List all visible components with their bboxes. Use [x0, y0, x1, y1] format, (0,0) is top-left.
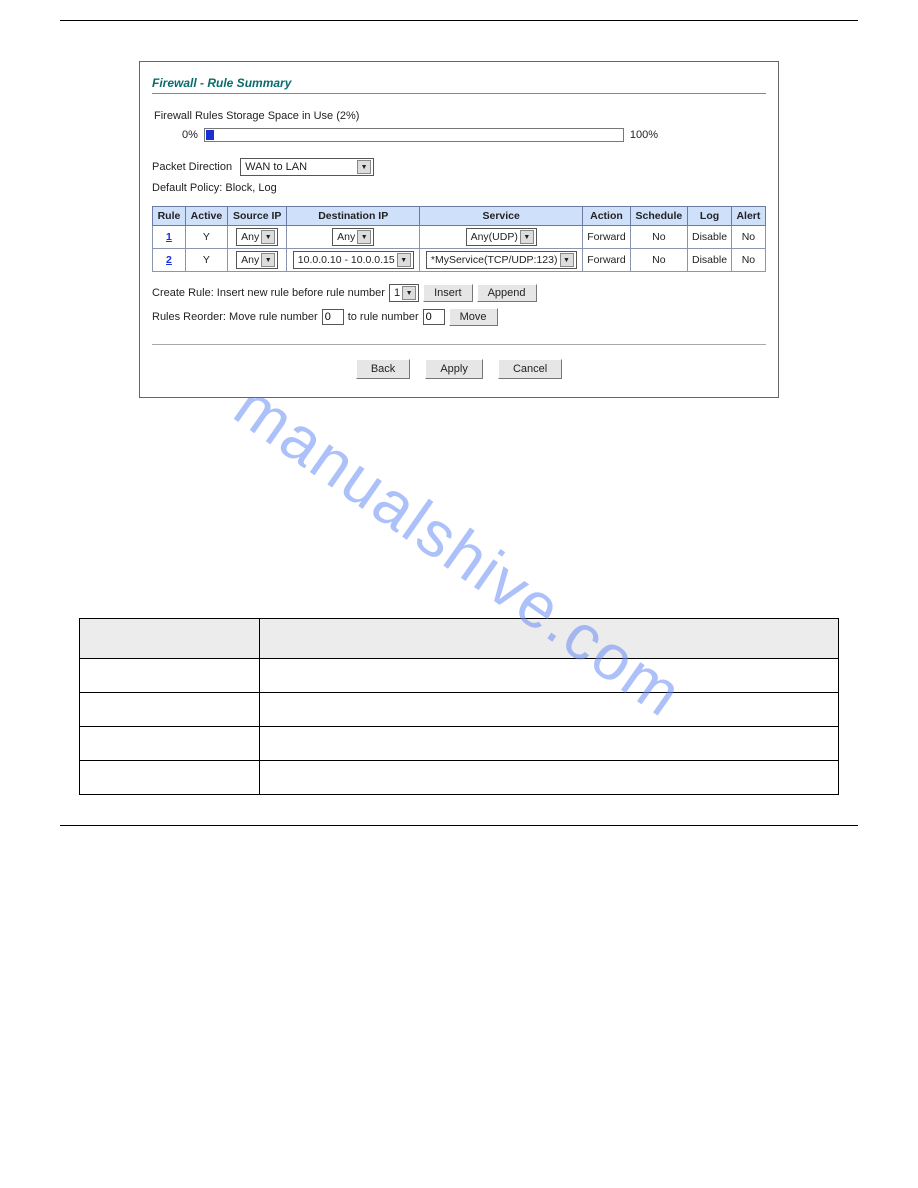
dest-ip-value: Any	[337, 231, 355, 243]
table-row: 1 Y Any ▼ Any ▼ Any(UDP)	[153, 226, 766, 249]
cell-schedule: No	[630, 249, 688, 272]
source-ip-value: Any	[241, 231, 259, 243]
th-action: Action	[583, 207, 630, 226]
th-alert: Alert	[731, 207, 765, 226]
storage-progress-bar	[204, 128, 624, 142]
source-ip-select[interactable]: Any ▼	[236, 228, 278, 246]
append-button[interactable]: Append	[477, 284, 537, 302]
cell-schedule: No	[630, 226, 688, 249]
table-row	[80, 761, 839, 795]
footer-buttons: Back Apply Cancel	[152, 344, 766, 379]
cell-active: Y	[185, 249, 227, 272]
storage-progress-fill	[206, 130, 214, 140]
rule-link[interactable]: 1	[166, 231, 172, 243]
cell-action: Forward	[583, 249, 630, 272]
cell-alert: No	[731, 249, 765, 272]
firewall-panel: Firewall - Rule Summary Firewall Rules S…	[139, 61, 779, 398]
chevron-down-icon: ▼	[520, 230, 534, 244]
source-ip-select[interactable]: Any ▼	[236, 251, 278, 269]
th-active: Active	[185, 207, 227, 226]
rules-table: Rule Active Source IP Destination IP Ser…	[152, 206, 766, 272]
chevron-down-icon: ▼	[560, 253, 574, 267]
reorder-label-mid: to rule number	[348, 311, 419, 323]
table-row	[80, 659, 839, 693]
table-row: 2 Y Any ▼ 10.0.0.10 - 10.0.0.15 ▼	[153, 249, 766, 272]
service-select[interactable]: Any(UDP) ▼	[466, 228, 537, 246]
packet-direction-row: Packet Direction WAN to LAN ▼	[152, 158, 766, 176]
service-value: *MyService(TCP/UDP:123)	[431, 254, 558, 266]
cell-alert: No	[731, 226, 765, 249]
progress-left-label: 0%	[182, 129, 198, 141]
chevron-down-icon: ▼	[357, 230, 371, 244]
rule-number-value: 1	[394, 287, 400, 299]
service-value: Any(UDP)	[471, 231, 518, 243]
panel-title: Firewall - Rule Summary	[152, 76, 766, 94]
apply-button[interactable]: Apply	[425, 359, 483, 379]
dest-ip-select[interactable]: 10.0.0.10 - 10.0.0.15 ▼	[293, 251, 414, 269]
cell-active: Y	[185, 226, 227, 249]
chevron-down-icon: ▼	[261, 230, 275, 244]
packet-direction-select[interactable]: WAN to LAN ▼	[240, 158, 374, 176]
create-rule-label: Create Rule: Insert new rule before rule…	[152, 287, 385, 299]
th-schedule: Schedule	[630, 207, 688, 226]
th-rule: Rule	[153, 207, 186, 226]
th-source: Source IP	[227, 207, 287, 226]
move-button[interactable]: Move	[449, 308, 498, 326]
cell-action: Forward	[583, 226, 630, 249]
source-ip-value: Any	[241, 254, 259, 266]
packet-direction-value: WAN to LAN	[245, 161, 355, 173]
packet-direction-label: Packet Direction	[152, 161, 232, 173]
lower-th-1	[80, 619, 260, 659]
storage-progress-row: 0% 100%	[182, 128, 766, 142]
default-policy: Default Policy: Block, Log	[152, 182, 766, 194]
cell-log: Disable	[688, 249, 732, 272]
dest-ip-value: 10.0.0.10 - 10.0.0.15	[298, 254, 395, 266]
rule-number-select[interactable]: 1 ▼	[389, 284, 419, 302]
table-row	[80, 727, 839, 761]
reorder-to-input[interactable]	[423, 309, 445, 325]
table-row	[80, 693, 839, 727]
lower-th-2	[260, 619, 839, 659]
page-bottom-rule	[60, 825, 858, 826]
lower-empty-table	[79, 618, 839, 795]
progress-right-label: 100%	[630, 129, 658, 141]
th-log: Log	[688, 207, 732, 226]
service-select[interactable]: *MyService(TCP/UDP:123) ▼	[426, 251, 577, 269]
cancel-button[interactable]: Cancel	[498, 359, 562, 379]
chevron-down-icon: ▼	[397, 253, 411, 267]
insert-button[interactable]: Insert	[423, 284, 473, 302]
storage-label: Firewall Rules Storage Space in Use (2%)	[154, 110, 766, 122]
chevron-down-icon: ▼	[261, 253, 275, 267]
reorder-from-input[interactable]	[322, 309, 344, 325]
rule-link[interactable]: 2	[166, 254, 172, 266]
reorder-label-pre: Rules Reorder: Move rule number	[152, 311, 318, 323]
reorder-row: Rules Reorder: Move rule number to rule …	[152, 308, 766, 326]
page-top-rule	[60, 20, 858, 21]
dest-ip-select[interactable]: Any ▼	[332, 228, 374, 246]
chevron-down-icon: ▼	[357, 160, 371, 174]
th-dest: Destination IP	[287, 207, 420, 226]
cell-log: Disable	[688, 226, 732, 249]
th-service: Service	[420, 207, 583, 226]
chevron-down-icon: ▼	[402, 286, 416, 300]
create-rule-row: Create Rule: Insert new rule before rule…	[152, 284, 766, 302]
back-button[interactable]: Back	[356, 359, 410, 379]
